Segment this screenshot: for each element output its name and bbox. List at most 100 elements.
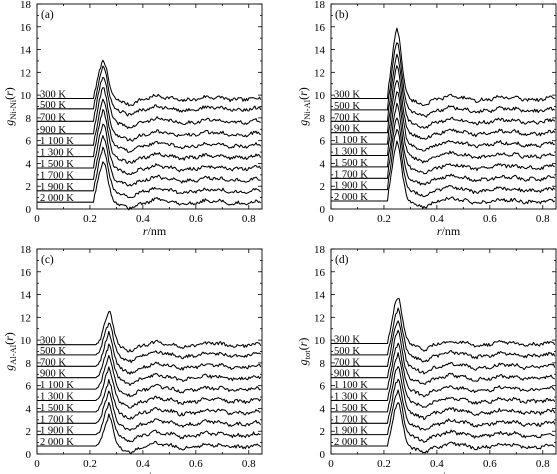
series-line-1100K [37, 98, 262, 153]
series-label: 1 500 K [334, 158, 368, 169]
series-line-1500K [37, 378, 261, 420]
y-axis-label: gtot(r) [296, 338, 312, 366]
series-label: 1 500 K [40, 403, 74, 414]
series-line-900K [37, 87, 262, 142]
x-tick-label: 0 [34, 458, 40, 470]
series-label: 1 700 K [334, 169, 368, 180]
series-line-900K [37, 343, 262, 387]
series-line-700K [331, 320, 556, 375]
series-line-500K [331, 42, 555, 118]
series-label: 1 900 K [40, 426, 74, 437]
panel-b: 0 2 4 6 8 10 12 14 16 18 0 0.2 0.4 0.6 0.8 (b) r/nm gNi-A… [296, 0, 557, 238]
y-tick-label: 14 [314, 290, 326, 302]
y-tick-label: 18 [314, 244, 326, 256]
series-label: 900 K [40, 369, 66, 380]
series-line-500K [37, 322, 262, 364]
series-label: 2 000 K [334, 437, 368, 448]
x-tick-label: 0.6 [189, 213, 203, 225]
series-line-1300K [331, 352, 556, 409]
series-label: 500 K [40, 100, 66, 111]
x-tick-label: 0.4 [136, 213, 150, 225]
y-tick-label: 16 [20, 22, 32, 34]
x-tick-label: 0.8 [242, 213, 256, 225]
y-tick-label: 6 [320, 136, 326, 148]
series-label: 1 500 K [334, 403, 368, 414]
panel-label: (d) [335, 254, 349, 266]
y-tick-label: 12 [20, 67, 31, 79]
x-tick-label: 0.2 [83, 458, 97, 470]
x-tick-label: 0.8 [536, 213, 550, 225]
x-axis-label: r/nm [143, 469, 167, 474]
y-tick-label: 2 [320, 181, 326, 193]
series-line-2000K [331, 402, 556, 454]
x-tick-label: 0.2 [377, 458, 391, 470]
x-tick-label: 0 [328, 213, 334, 225]
series-label: 700 K [334, 112, 360, 123]
y-tick-label: 6 [26, 136, 32, 148]
series-label: 1 300 K [40, 148, 74, 159]
panel-label: (b) [335, 9, 349, 21]
x-axis-label: r/nm [437, 224, 461, 238]
series-label: 1 700 K [334, 414, 368, 425]
series-label: 900 K [334, 124, 360, 135]
y-tick-label: 8 [26, 358, 32, 370]
series-line-500K [331, 307, 556, 363]
y-tick-label: 10 [314, 90, 326, 102]
x-tick-label: 0.6 [483, 458, 497, 470]
series-line-1900K [37, 146, 261, 199]
y-axis-label: gNi-Ni(r) [2, 87, 18, 126]
x-tick-label: 0.4 [430, 458, 444, 470]
panel-d: 0 2 4 6 8 10 12 14 16 18 0 0.2 0.4 0.6 0.8 (d) r/nm gtot(… [296, 244, 557, 474]
series-line-1500K [37, 123, 262, 176]
series-label: 1 700 K [40, 170, 74, 181]
y-tick-label: 4 [26, 158, 32, 170]
series-label: 700 K [40, 112, 66, 123]
series-line-700K [37, 76, 261, 129]
series-label: 900 K [40, 125, 66, 136]
y-tick-label: 10 [314, 335, 326, 347]
series-label: 300 K [40, 90, 66, 101]
series-line-1300K [37, 108, 262, 164]
series-label: 2 000 K [334, 192, 368, 203]
y-tick-label: 18 [314, 0, 326, 11]
series-label: 500 K [334, 101, 360, 112]
series-line-900K [331, 65, 556, 140]
y-tick-label: 4 [320, 403, 326, 415]
x-axis-label: r/nm [437, 469, 461, 474]
series-label: 1 900 K [334, 181, 368, 192]
series-label: 1 100 K [334, 135, 368, 146]
y-tick-label: 10 [20, 90, 32, 102]
x-tick-label: 0.6 [189, 458, 203, 470]
series-line-1700K [331, 117, 556, 186]
series-line-2000K [37, 413, 262, 454]
series-line-2000K [331, 140, 556, 209]
series-label: 500 K [334, 346, 360, 357]
y-axis-label: gNi-Al(r) [296, 87, 312, 126]
series-label: 1 300 K [334, 391, 368, 402]
x-tick-label: 0.2 [83, 213, 97, 225]
y-tick-label: 12 [20, 312, 31, 324]
series-label: 1 300 K [40, 391, 74, 402]
series-line-1900K [331, 128, 556, 198]
series-label: 500 K [40, 346, 66, 357]
series-line-700K [331, 53, 556, 129]
series-label: 700 K [334, 357, 360, 368]
panel-c: 0 2 4 6 8 10 12 14 16 18 0 0.2 0.4 0.6 0.8 (c) r/nm gAl-A… [2, 244, 263, 474]
series-label: 1 900 K [334, 426, 368, 437]
y-tick-label: 0 [26, 449, 32, 461]
y-tick-label: 2 [26, 181, 32, 193]
y-tick-label: 18 [20, 244, 32, 256]
y-tick-label: 8 [26, 113, 32, 125]
y-tick-label: 0 [26, 204, 32, 216]
y-tick-label: 6 [26, 381, 32, 393]
x-tick-label: 0.2 [377, 213, 391, 225]
y-tick-label: 8 [320, 358, 326, 370]
series-line-1100K [37, 354, 261, 398]
y-tick-label: 6 [320, 381, 326, 393]
series-label: 1 900 K [40, 182, 74, 193]
series-line-1700K [37, 135, 261, 187]
series-label: 1 500 K [40, 159, 74, 170]
y-tick-label: 8 [320, 113, 326, 125]
x-tick-label: 0.4 [136, 458, 150, 470]
